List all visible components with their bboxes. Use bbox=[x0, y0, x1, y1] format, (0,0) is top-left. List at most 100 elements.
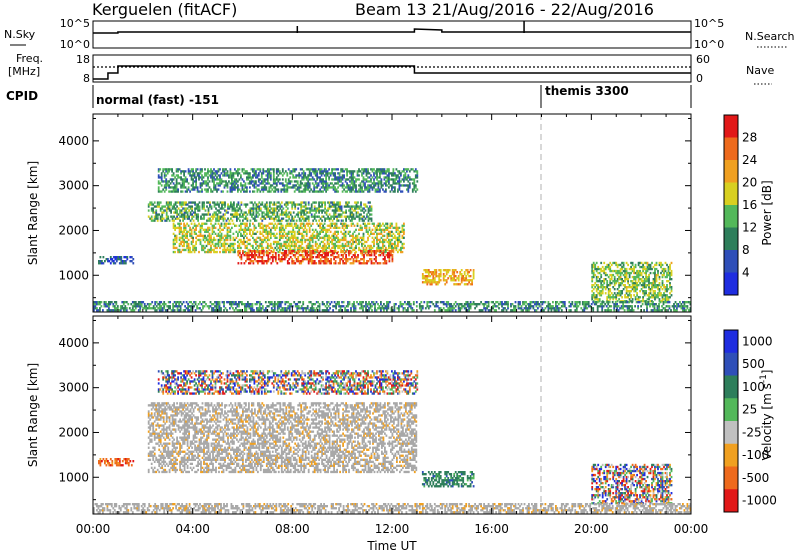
data-cell bbox=[660, 261, 662, 265]
data-cell bbox=[383, 250, 386, 254]
data-cell bbox=[243, 168, 245, 171]
data-cell bbox=[382, 254, 385, 257]
data-cell bbox=[189, 213, 192, 216]
data-cell bbox=[201, 248, 203, 252]
data-cell bbox=[255, 232, 257, 236]
data-cell bbox=[309, 260, 312, 263]
data-cell bbox=[344, 234, 347, 238]
data-cell bbox=[645, 271, 647, 275]
data-cell bbox=[186, 222, 188, 225]
data-cell bbox=[114, 258, 117, 261]
data-cell bbox=[292, 230, 295, 234]
data-cell bbox=[334, 246, 336, 250]
data-cell bbox=[315, 211, 318, 214]
data-cell bbox=[343, 262, 346, 265]
data-cell bbox=[189, 248, 191, 252]
data-cell bbox=[368, 303, 370, 306]
data-cell bbox=[327, 260, 329, 263]
data-cell bbox=[347, 186, 350, 189]
data-cell bbox=[330, 250, 332, 253]
data-cell bbox=[604, 288, 607, 291]
data-cell bbox=[277, 256, 280, 259]
data-cell bbox=[364, 188, 366, 191]
data-cell bbox=[250, 178, 253, 181]
data-cell bbox=[309, 252, 312, 255]
data-cell bbox=[368, 307, 370, 310]
data-cell bbox=[99, 260, 102, 263]
data-cell bbox=[176, 211, 178, 214]
data-cell bbox=[201, 217, 204, 220]
data-cell bbox=[423, 269, 426, 272]
data-cell bbox=[234, 242, 236, 246]
data-cell bbox=[615, 261, 618, 265]
data-cell bbox=[385, 262, 388, 265]
data-cell bbox=[268, 205, 271, 208]
data-cell bbox=[435, 269, 438, 272]
data-cell bbox=[192, 174, 194, 177]
data-cell bbox=[261, 215, 264, 218]
data-cell bbox=[208, 180, 211, 183]
data-cell bbox=[298, 262, 301, 265]
data-cell bbox=[306, 250, 309, 253]
data-cell bbox=[105, 258, 108, 261]
data-cell bbox=[290, 236, 293, 240]
data-cell bbox=[631, 263, 634, 267]
data-cell bbox=[170, 309, 173, 312]
data-cell bbox=[302, 303, 305, 306]
data-cell bbox=[214, 222, 217, 225]
data-cell bbox=[646, 269, 649, 273]
data-cell bbox=[249, 260, 252, 263]
data-cell bbox=[633, 269, 635, 273]
data-cell bbox=[195, 228, 197, 232]
data-cell bbox=[187, 250, 190, 254]
data-cell bbox=[302, 184, 305, 187]
data-cell bbox=[174, 209, 177, 212]
data-cell bbox=[261, 203, 264, 206]
data-cell bbox=[337, 203, 340, 206]
data-cell bbox=[168, 207, 171, 210]
data-cell bbox=[344, 244, 347, 248]
data-cell bbox=[365, 230, 368, 234]
data-cell bbox=[289, 172, 292, 175]
data-cell bbox=[210, 176, 212, 179]
data-cell bbox=[348, 252, 350, 255]
data-cell bbox=[606, 284, 609, 287]
data-cell bbox=[223, 309, 225, 312]
data-cell bbox=[203, 213, 205, 216]
data-cell bbox=[152, 209, 155, 212]
data-cell bbox=[261, 260, 264, 263]
data-cell bbox=[217, 242, 220, 246]
data-cell bbox=[278, 234, 281, 238]
data-cell bbox=[183, 178, 185, 181]
data-cell bbox=[439, 275, 442, 278]
data-cell bbox=[292, 236, 295, 240]
data-cell bbox=[252, 207, 255, 210]
data-cell bbox=[289, 201, 292, 204]
data-cell bbox=[316, 178, 319, 181]
data-cell bbox=[287, 301, 290, 304]
data-cell bbox=[307, 238, 310, 242]
data-cell bbox=[309, 211, 312, 214]
data-cell bbox=[276, 309, 279, 312]
data-cell bbox=[631, 286, 634, 289]
data-cell bbox=[427, 269, 430, 272]
data-cell bbox=[213, 211, 216, 214]
data-cell bbox=[636, 286, 638, 289]
data-cell bbox=[222, 174, 224, 177]
data-cell bbox=[172, 190, 175, 193]
data-cell bbox=[233, 207, 235, 210]
data-cell bbox=[361, 242, 363, 246]
data-cell bbox=[356, 242, 359, 246]
data-cell bbox=[272, 224, 275, 227]
data-cell bbox=[247, 228, 250, 232]
data-cell bbox=[326, 240, 329, 244]
data-cell bbox=[293, 168, 296, 171]
data-cell bbox=[385, 188, 387, 191]
data-cell bbox=[303, 205, 306, 208]
data-cell bbox=[157, 303, 160, 306]
data-cell bbox=[371, 309, 373, 312]
data-cell bbox=[291, 201, 294, 204]
data-cell bbox=[379, 176, 381, 179]
data-cell bbox=[358, 238, 360, 242]
data-cell bbox=[240, 203, 243, 206]
